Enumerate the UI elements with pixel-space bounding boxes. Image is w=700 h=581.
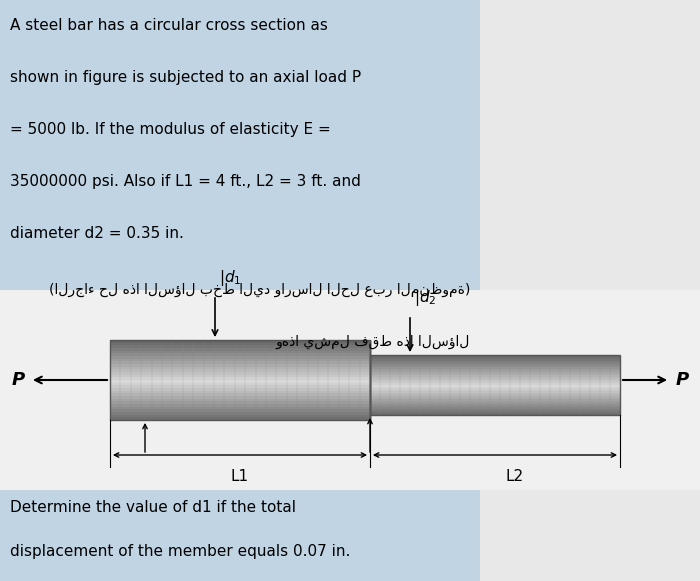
Bar [370,395,620,397]
Bar [110,399,370,402]
Text: $|d_2$: $|d_2$ [414,288,437,308]
Bar [110,340,370,420]
Text: diameter d2 = 0.35 in.: diameter d2 = 0.35 in. [10,226,184,241]
Bar [110,358,370,362]
Text: P: P [676,371,689,389]
Bar [370,385,620,388]
Bar [370,363,620,365]
Bar [370,355,620,357]
Bar [110,380,370,383]
Bar [0,290,700,490]
Text: L2: L2 [506,469,524,484]
Bar [370,407,620,410]
Bar [370,403,620,406]
Bar [370,365,620,368]
Text: = 5000 lb. If the modulus of elasticity E =: = 5000 lb. If the modulus of elasticity … [10,122,330,137]
Bar [370,367,620,370]
Text: shown in figure is subjected to an axial load P: shown in figure is subjected to an axial… [10,70,361,85]
Bar [370,357,620,360]
Bar [110,396,370,399]
Bar [370,377,620,379]
Bar [110,383,370,386]
Bar [370,393,620,396]
Bar [110,351,370,354]
Bar [110,404,370,407]
Bar [370,391,620,393]
Bar [370,405,620,407]
Bar [370,373,620,375]
Bar [110,390,370,394]
Bar [110,377,370,381]
Bar [110,361,370,364]
Bar [370,359,620,361]
Bar [370,375,620,378]
Bar [110,375,370,378]
Bar [370,401,620,403]
Bar [110,343,370,346]
Bar [370,389,620,392]
Bar [370,371,620,374]
Bar [370,355,620,415]
Bar [110,410,370,413]
Text: $|d_1$: $|d_1$ [219,268,241,288]
Text: (الرجاء حل هذا السؤال بخط اليد وارسال الحل عبر المنظومة): (الرجاء حل هذا السؤال بخط اليد وارسال ال… [48,283,470,297]
Bar [370,387,620,389]
Bar [370,383,620,386]
Bar [110,401,370,404]
Bar [110,340,370,343]
Text: Determine the value of d1 if the total: Determine the value of d1 if the total [10,500,296,515]
Bar [110,356,370,359]
Bar [110,345,370,349]
Bar [110,393,370,396]
Bar [370,361,620,364]
Bar [370,411,620,414]
Bar [110,370,370,372]
Text: A steel bar has a circular cross section as: A steel bar has a circular cross section… [10,18,328,33]
Bar [110,415,370,418]
Bar [110,412,370,415]
Bar [0,490,480,581]
Bar [370,397,620,400]
Bar [110,348,370,351]
Text: P: P [11,371,25,389]
Text: L1: L1 [231,469,249,484]
Bar [370,409,620,411]
Text: 35000000 psi. Also if L1 = 4 ft., L2 = 3 ft. and: 35000000 psi. Also if L1 = 4 ft., L2 = 3… [10,174,361,189]
Bar [370,413,620,415]
Text: وهذا يشمل فقط هذا السؤال: وهذا يشمل فقط هذا السؤال [276,335,470,349]
Bar [110,353,370,357]
Bar [110,385,370,389]
Bar [110,407,370,410]
Bar [110,367,370,370]
Bar [370,369,620,371]
Text: displacement of the member equals 0.07 in.: displacement of the member equals 0.07 i… [10,544,351,559]
Bar [110,364,370,367]
Bar [110,372,370,375]
Bar [370,379,620,382]
Bar [110,417,370,421]
Bar [370,381,620,383]
Bar [110,388,370,391]
Bar [0,0,480,290]
Bar [370,399,620,401]
